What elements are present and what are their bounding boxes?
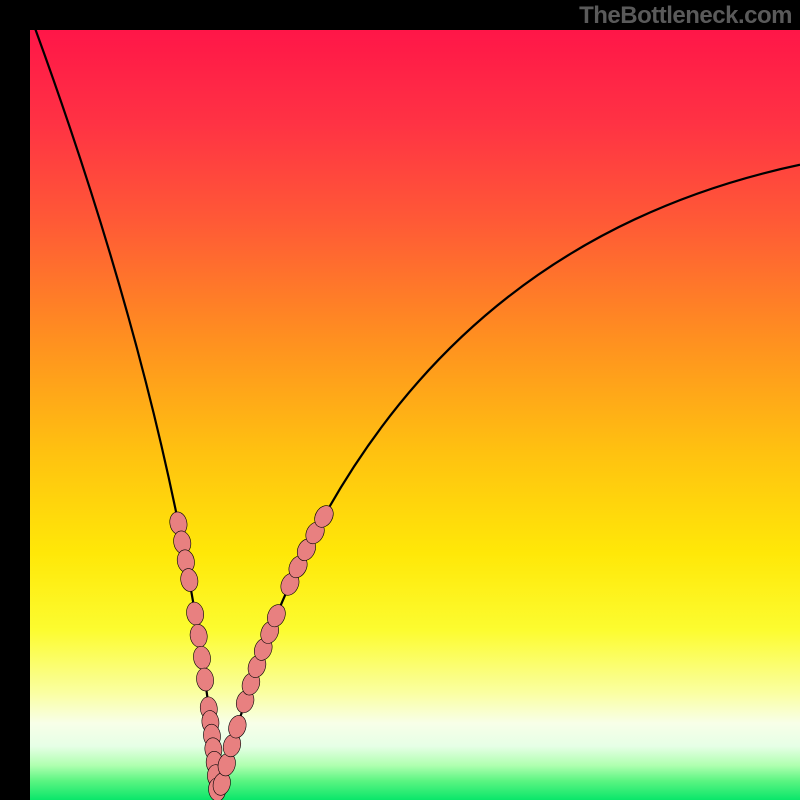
chart-root: TheBottleneck.com	[0, 0, 800, 800]
bead	[188, 623, 208, 648]
bead	[185, 601, 206, 626]
attribution-text: TheBottleneck.com	[579, 2, 792, 30]
bead	[192, 645, 212, 670]
bead	[195, 667, 215, 692]
curve-layer	[0, 0, 800, 800]
curve-left-branch	[30, 15, 218, 800]
curve-right-branch	[218, 165, 800, 800]
